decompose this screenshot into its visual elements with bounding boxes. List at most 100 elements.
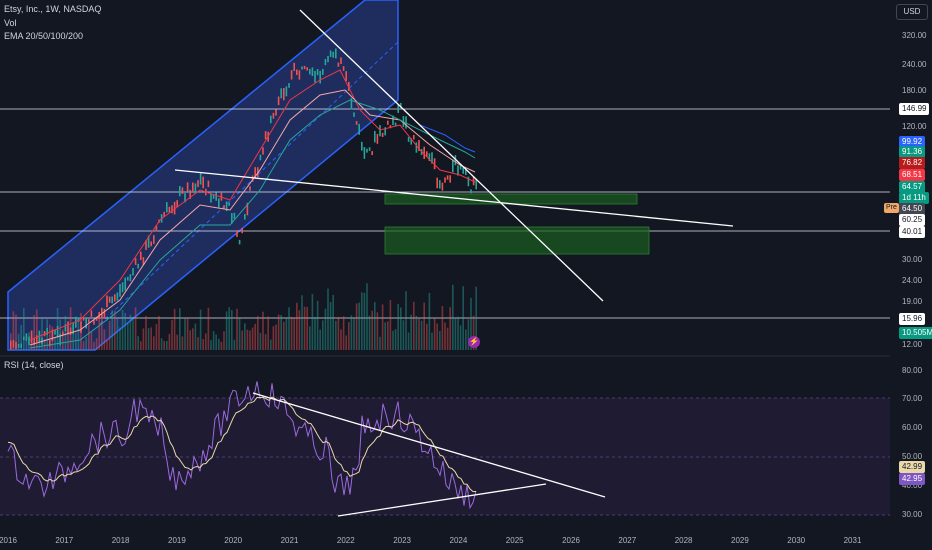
candle [15, 341, 17, 349]
candle [236, 230, 238, 237]
volume-bar [472, 315, 475, 350]
candle [379, 125, 381, 137]
candle [207, 180, 210, 188]
candle [431, 152, 433, 164]
volume-bar [142, 328, 145, 350]
candle [108, 296, 111, 303]
candle [231, 213, 233, 224]
volume-bar [387, 321, 389, 350]
candle [337, 62, 340, 67]
price-scale-label: 24.00 [902, 276, 923, 285]
rsi-line [7, 381, 477, 510]
candle [348, 81, 350, 91]
candle [114, 294, 116, 302]
candle [277, 96, 280, 106]
volume-bar [366, 283, 368, 350]
volume-bar [147, 328, 150, 350]
volume-bar [249, 330, 251, 350]
volume-bar [194, 323, 197, 350]
volume-bar [379, 336, 381, 350]
candle [25, 333, 28, 341]
volume-bar [441, 306, 444, 350]
price-scale-label: 12.00 [902, 340, 923, 349]
candle [418, 140, 420, 152]
volume-bar [301, 295, 303, 350]
volume-bar [342, 316, 345, 350]
candle [368, 147, 371, 151]
volume-bar [233, 339, 236, 350]
candle [197, 180, 199, 188]
volume-bars [10, 283, 477, 350]
price-tag: 91.36 [899, 146, 926, 158]
volume-bar [145, 316, 147, 350]
price-tag: 15.96 [899, 313, 926, 325]
volume-bar [420, 320, 423, 350]
volume-bar [475, 286, 477, 350]
candle [238, 239, 241, 245]
candle [350, 98, 353, 110]
volume-bar [20, 324, 22, 350]
price-tag: 146.99 [899, 103, 930, 115]
candle [134, 258, 137, 265]
demand-zone-lower [384, 226, 650, 255]
candle [298, 70, 301, 80]
candle [75, 316, 77, 328]
candle [46, 327, 48, 336]
candle [210, 193, 212, 203]
candle [171, 205, 173, 214]
volume-bar [355, 303, 358, 350]
volume-bar [400, 307, 402, 350]
candle [452, 159, 454, 173]
candle [23, 336, 25, 341]
volume-bar [90, 331, 93, 350]
candle [324, 59, 327, 66]
volume-bar [23, 308, 25, 350]
legend-vol: Vol [4, 18, 17, 28]
legend-ema: EMA 20/50/100/200 [4, 31, 84, 41]
volume-bar [181, 336, 184, 350]
candle [59, 333, 61, 346]
volume-bar [428, 293, 431, 350]
candle [12, 339, 15, 348]
volume-bar [103, 329, 106, 350]
currency-button[interactable]: USD [896, 4, 928, 20]
candle [296, 69, 298, 75]
candle [147, 235, 150, 248]
volume-bar [311, 293, 314, 350]
volume-bar [106, 339, 108, 350]
candle [150, 241, 152, 247]
candle [142, 257, 145, 266]
volume-bar [280, 314, 282, 350]
x-axis-label: 2025 [505, 536, 524, 545]
volume-bar [210, 340, 212, 350]
volume-bar [244, 323, 246, 350]
volume-bar [137, 336, 139, 350]
volume-bar [423, 302, 425, 350]
volume-bar [228, 307, 230, 350]
candle [173, 201, 176, 215]
candle [329, 50, 332, 57]
volume-bar [264, 334, 267, 350]
candle [272, 112, 275, 119]
candle [374, 130, 376, 143]
x-axis-label: 2031 [843, 536, 862, 545]
volume-bar [251, 327, 254, 350]
candle [441, 182, 444, 191]
volume-bar [62, 329, 64, 350]
volume-bar [153, 336, 155, 350]
candle [179, 186, 181, 197]
candle [119, 284, 121, 297]
volume-bar [397, 303, 399, 350]
volume-bar [433, 318, 436, 350]
volume-bar [134, 307, 137, 350]
candle [397, 104, 399, 113]
candle [394, 122, 397, 127]
candle [384, 127, 386, 136]
volume-bar [72, 325, 74, 350]
lightning-icon[interactable]: ⚡ [468, 336, 480, 348]
volume-bar [218, 338, 220, 350]
candle [140, 251, 142, 260]
volume-bar [350, 315, 353, 350]
candle [72, 322, 74, 335]
